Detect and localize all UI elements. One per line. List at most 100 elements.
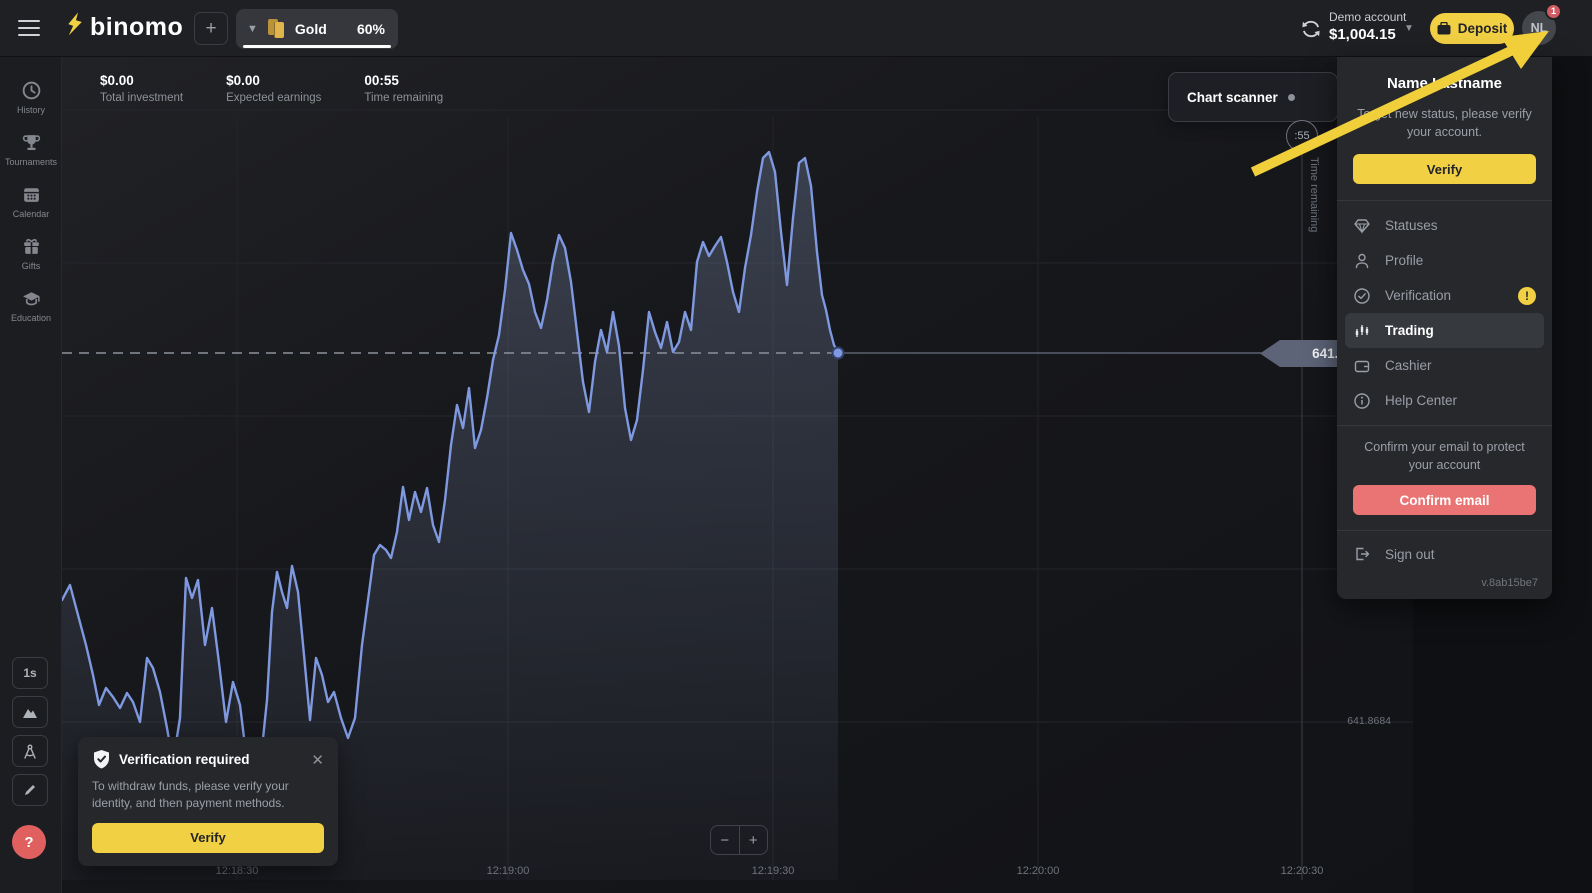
chart-type-button[interactable] — [12, 696, 48, 728]
gift-icon — [23, 239, 39, 254]
add-asset-tab-button[interactable]: + — [194, 12, 228, 45]
sidebar-item-label: History — [16, 105, 45, 115]
active-tab-underline — [243, 45, 391, 48]
compass-tool-icon — [24, 744, 36, 759]
notification-verify-button[interactable]: Verify — [92, 822, 324, 853]
sidebar-item-education[interactable]: Education — [0, 279, 62, 331]
sign-out-icon — [1356, 547, 1370, 561]
menu-item-help-center[interactable]: Help Center — [1337, 383, 1552, 418]
sidebar-item-label: Tournaments — [4, 157, 58, 167]
menu-item-label: Trading — [1385, 323, 1434, 338]
close-icon[interactable]: ✕ — [311, 751, 324, 769]
history-clock-icon — [22, 81, 40, 100]
logo-text: binomo — [90, 12, 184, 41]
menu-item-statuses[interactable]: Statuses — [1337, 208, 1552, 243]
wallet-icon — [1437, 22, 1451, 35]
sidebar-item-label: Calendar — [12, 209, 50, 219]
sidebar-item-label: Gifts — [21, 261, 41, 271]
stat-expected-earnings: $0.00 Expected earnings — [226, 73, 321, 104]
x-axis-label: 12:19:00 — [486, 865, 530, 877]
shield-check-icon — [94, 750, 109, 769]
account-balance-selector[interactable]: Demo account $1,004.15 — [1329, 10, 1406, 43]
confirm-email-button[interactable]: Confirm email — [1353, 485, 1536, 515]
divider — [1337, 425, 1552, 426]
account-name: Name Lastname — [1386, 75, 1503, 92]
email-hint: Confirm your email to protect your accou… — [1364, 440, 1525, 472]
notification-body: To withdraw funds, please verify your id… — [92, 779, 289, 811]
check-circle-icon — [1354, 287, 1370, 304]
status-hint: To get new status, please verify your ac… — [1357, 107, 1532, 139]
asset-name: Gold — [294, 21, 327, 37]
price-line-path — [62, 150, 840, 797]
x-axis-label: 12:20:30 — [1280, 865, 1324, 877]
account-balance: $1,004.15 — [1329, 26, 1396, 43]
current-price-dot — [831, 346, 845, 360]
account-type-label: Demo account — [1329, 10, 1407, 24]
sidebar-item-tournaments[interactable]: Tournaments — [0, 123, 62, 175]
x-axis-label: 12:20:00 — [1016, 865, 1060, 877]
indicators-button[interactable] — [12, 735, 48, 767]
chevron-down-icon[interactable]: ▼ — [247, 23, 258, 35]
deposit-button[interactable]: Deposit — [1430, 13, 1514, 44]
menu-item-trading[interactable]: Trading — [1345, 313, 1544, 348]
chart-scanner-indicator-dot — [1287, 93, 1295, 101]
stat-label: Total investment — [100, 92, 184, 104]
pencil-icon — [25, 785, 35, 795]
graduation-cap-icon — [22, 292, 40, 306]
sidebar-item-calendar[interactable]: Calendar — [0, 175, 62, 227]
area-chart-icon — [23, 709, 37, 718]
zoom-in-button[interactable]: + — [748, 831, 758, 849]
sidebar-item-label: Education — [10, 313, 52, 323]
help-button[interactable]: ? — [12, 825, 46, 859]
sign-out-button[interactable]: Sign out — [1337, 531, 1552, 577]
stat-value: 00:55 — [364, 73, 399, 88]
sidebar-item-gifts[interactable]: Gifts — [0, 227, 62, 279]
asset-tab-gold[interactable]: ▼ Gold 60% — [236, 9, 398, 49]
chart-zoom-control: − + — [710, 825, 768, 855]
notification-title: Verification required — [119, 752, 250, 767]
stat-total-investment: $0.00 Total investment — [100, 73, 183, 104]
drawing-button[interactable] — [12, 774, 48, 806]
menu-verify-button[interactable]: Verify — [1353, 154, 1536, 184]
sign-out-label: Sign out — [1385, 546, 1435, 562]
notification-count-badge: 1 — [1545, 3, 1562, 20]
account-dropdown-menu: Name Lastname To get new status, please … — [1337, 57, 1552, 599]
divider — [1337, 200, 1552, 201]
chart-scanner-label: Chart scanner — [1187, 89, 1278, 105]
stat-label: Time remaining — [364, 92, 444, 104]
deposit-label: Deposit — [1457, 21, 1508, 36]
warning-badge: ! — [1518, 286, 1536, 305]
chart-scanner-button[interactable]: Chart scanner — [1168, 72, 1338, 122]
expiry-timer-badge: :55 — [1286, 120, 1318, 152]
trophy-icon — [22, 135, 40, 151]
price-chart-svg — [62, 109, 1413, 880]
wallet-icon — [1354, 360, 1370, 372]
app-version: v.8ab15be7 — [1481, 577, 1538, 589]
refresh-balance-icon[interactable] — [1300, 18, 1322, 40]
timeframe-button[interactable]: 1s — [12, 657, 48, 689]
x-axis-label: 12:18:30 — [215, 865, 259, 877]
candles-icon — [1355, 324, 1369, 337]
stat-value: $0.00 — [100, 73, 134, 88]
chevron-down-icon[interactable]: ▼ — [1404, 23, 1414, 34]
gem-icon — [1354, 218, 1370, 234]
stat-value: $0.00 — [226, 73, 260, 88]
menu-item-label: Verification — [1385, 288, 1452, 303]
sidebar-item-history[interactable]: History — [0, 71, 62, 123]
menu-item-profile[interactable]: Profile — [1337, 243, 1552, 278]
divider — [1337, 530, 1552, 531]
binomo-logo: binomo — [66, 12, 183, 42]
menu-item-label: Profile — [1385, 253, 1424, 268]
menu-item-verification[interactable]: Verification ! — [1337, 278, 1552, 313]
menu-item-label: Statuses — [1385, 218, 1438, 233]
menu-item-cashier[interactable]: Cashier — [1337, 348, 1552, 383]
expiry-axis-label: Time remaining — [1308, 157, 1320, 233]
hamburger-menu-icon[interactable] — [18, 20, 40, 36]
top-bar: binomo + ▼ Gold 60% Demo account $1,004.… — [0, 0, 1592, 57]
gold-bars-icon — [267, 19, 286, 39]
left-sidebar: History Tournaments Calendar Gifts — [0, 57, 62, 893]
y-axis-tick-label: 641.8684 — [1347, 715, 1391, 727]
zoom-out-button[interactable]: − — [711, 826, 740, 854]
stat-time-remaining: 00:55 Time remaining — [364, 73, 443, 104]
person-icon — [1355, 253, 1369, 268]
